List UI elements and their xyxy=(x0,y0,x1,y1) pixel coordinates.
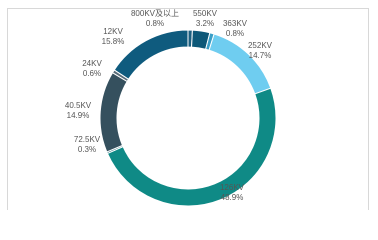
slice-label: 24KV xyxy=(82,59,102,68)
value-label: 0.8% xyxy=(146,19,164,28)
slice-label: 800KV及以上 xyxy=(131,9,179,18)
slice-label: 550KV xyxy=(193,9,218,18)
slice xyxy=(113,29,189,80)
value-label: 0.3% xyxy=(78,145,96,154)
frame xyxy=(7,8,369,210)
value-label: 0.6% xyxy=(83,69,101,78)
slice xyxy=(99,72,128,153)
slice-label: 126KV xyxy=(220,183,245,192)
slice xyxy=(106,87,277,207)
donut xyxy=(99,29,277,207)
slice-label: 363KV xyxy=(223,19,248,28)
slice-label: 252KV xyxy=(248,41,273,50)
value-label: 14.7% xyxy=(249,51,272,60)
value-label: 15.8% xyxy=(102,37,125,46)
value-label: 0.8% xyxy=(226,29,244,38)
value-label: 48.9% xyxy=(221,193,244,202)
value-label: 3.2% xyxy=(196,19,214,28)
slice-label: 40.5KV xyxy=(65,101,92,110)
slice-label: 12KV xyxy=(103,27,123,36)
slice-label: 72.5KV xyxy=(74,135,101,144)
value-label: 14.9% xyxy=(67,111,90,120)
